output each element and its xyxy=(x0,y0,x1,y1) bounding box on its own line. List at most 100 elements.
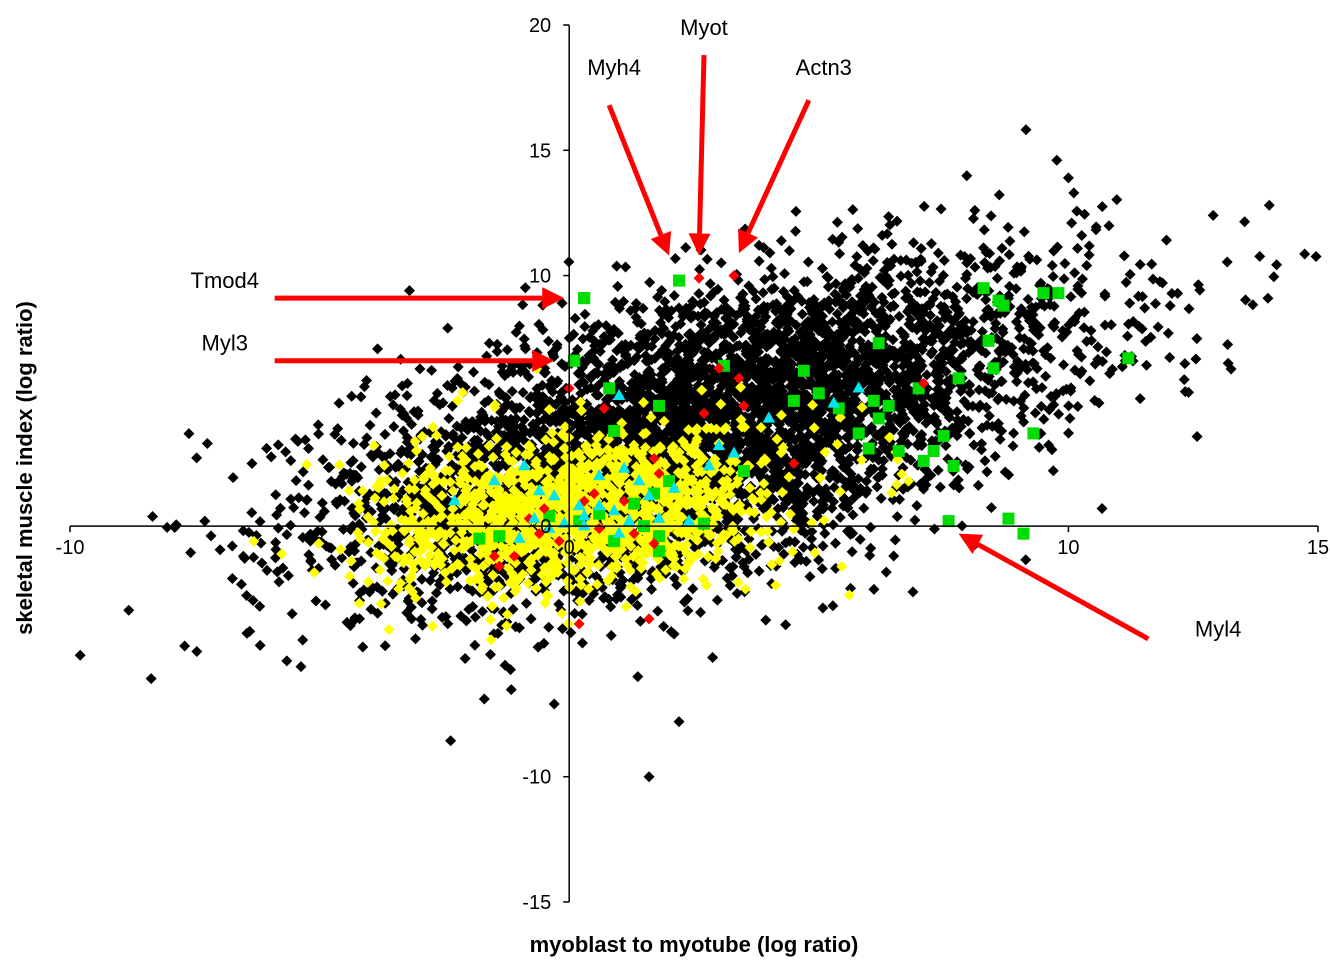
data-point-diamond xyxy=(870,386,882,398)
data-point-diamond xyxy=(996,242,1008,254)
data-point-diamond xyxy=(1062,427,1074,439)
data-point-diamond xyxy=(634,615,646,627)
data-point-diamond xyxy=(934,481,946,493)
data-point-diamond xyxy=(1239,294,1251,306)
data-point-diamond xyxy=(552,375,564,387)
data-point-diamond xyxy=(806,533,818,545)
data-point-diamond xyxy=(930,287,942,299)
data-point-diamond xyxy=(948,479,960,491)
data-point-diamond xyxy=(932,247,944,259)
data-point-diamond xyxy=(201,438,213,450)
data-point-diamond xyxy=(491,338,503,350)
data-point-diamond xyxy=(235,578,247,590)
data-point-diamond xyxy=(907,586,919,598)
data-point-diamond xyxy=(1076,273,1088,285)
data-point-diamond xyxy=(1038,413,1050,425)
data-point-diamond xyxy=(717,380,729,392)
data-point-diamond xyxy=(1022,293,1034,305)
data-point-diamond xyxy=(817,602,829,614)
data-point-diamond xyxy=(1179,358,1191,370)
data-point-diamond xyxy=(1100,346,1112,358)
data-point-diamond xyxy=(1139,302,1151,314)
data-point-diamond xyxy=(227,472,239,484)
data-point-diamond xyxy=(1046,444,1058,456)
data-point-diamond xyxy=(1160,234,1172,246)
data-point-diamond xyxy=(985,210,997,222)
data-point-diamond xyxy=(779,268,791,280)
data-point-diamond xyxy=(1103,220,1115,232)
data-point-diamond xyxy=(925,348,937,360)
data-point-diamond xyxy=(576,608,588,620)
data-point-diamond xyxy=(145,673,157,685)
data-point-diamond xyxy=(1020,554,1032,566)
data-point-diamond xyxy=(780,619,792,631)
data-point-diamond xyxy=(416,573,428,585)
data-point-diamond xyxy=(1099,319,1111,331)
data-point-diamond xyxy=(1031,254,1043,266)
data-point-diamond xyxy=(908,237,920,249)
data-point-diamond xyxy=(698,442,710,454)
data-point-diamond xyxy=(370,407,382,419)
data-point-diamond xyxy=(443,412,455,424)
data-point-diamond xyxy=(680,242,692,254)
data-point-diamond xyxy=(191,452,203,464)
data-point-diamond xyxy=(858,365,870,377)
data-point-diamond xyxy=(865,542,877,554)
data-point-diamond xyxy=(826,465,838,477)
data-point-diamond xyxy=(312,419,324,431)
data-point-diamond xyxy=(712,283,724,295)
data-point-diamond xyxy=(1134,259,1146,271)
data-point-diamond xyxy=(868,583,880,595)
data-point-diamond xyxy=(1083,249,1095,261)
data-point-diamond xyxy=(1083,240,1095,252)
data-point-diamond xyxy=(951,281,963,293)
data-point-diamond xyxy=(513,320,525,332)
data-point-diamond xyxy=(923,277,935,289)
data-point-diamond xyxy=(765,262,777,274)
data-point-diamond xyxy=(618,295,630,307)
data-point-diamond xyxy=(1047,271,1059,283)
data-point-diamond xyxy=(891,511,903,523)
data-point-diamond xyxy=(701,253,713,265)
data-point-diamond xyxy=(829,537,841,549)
data-point-diamond xyxy=(888,550,900,562)
data-point-diamond xyxy=(185,547,197,559)
data-point-diamond xyxy=(1299,248,1311,260)
data-point-diamond xyxy=(310,595,322,607)
data-point-diamond xyxy=(637,302,649,314)
data-point-diamond xyxy=(817,540,829,552)
data-point-diamond xyxy=(858,502,870,514)
data-point-diamond xyxy=(226,573,238,585)
data-point-diamond xyxy=(1008,395,1020,407)
data-point-diamond xyxy=(871,481,883,493)
data-point-diamond xyxy=(1018,416,1030,428)
data-point-diamond xyxy=(1058,273,1070,285)
data-point-diamond xyxy=(994,433,1006,445)
data-point-diamond xyxy=(993,189,1005,201)
data-point-diamond xyxy=(379,428,391,440)
data-point-diamond xyxy=(1132,290,1144,302)
data-point-diamond xyxy=(985,502,997,514)
data-point-diamond xyxy=(74,649,86,661)
data-point-diamond xyxy=(750,293,762,305)
data-point-diamond xyxy=(834,248,846,260)
data-point-diamond xyxy=(468,385,480,397)
data-point-diamond xyxy=(426,364,438,376)
data-point-diamond xyxy=(288,502,300,514)
data-point-diamond xyxy=(313,428,325,440)
data-point-diamond xyxy=(1003,469,1015,481)
data-point-diamond xyxy=(979,257,991,269)
data-point-diamond xyxy=(1152,321,1164,333)
data-point-diamond xyxy=(976,438,988,450)
data-point-diamond xyxy=(1020,124,1032,136)
data-point-diamond xyxy=(925,238,937,250)
data-point-diamond xyxy=(1124,297,1136,309)
data-point-diamond xyxy=(761,341,773,353)
data-point-diamond xyxy=(1222,339,1234,351)
data-point-diamond xyxy=(718,294,730,306)
data-point-diamond xyxy=(1058,359,1070,371)
data-point-diamond xyxy=(1172,287,1184,299)
data-point-diamond xyxy=(583,595,595,607)
data-point-diamond xyxy=(1004,235,1016,247)
data-point-diamond xyxy=(1035,400,1047,412)
